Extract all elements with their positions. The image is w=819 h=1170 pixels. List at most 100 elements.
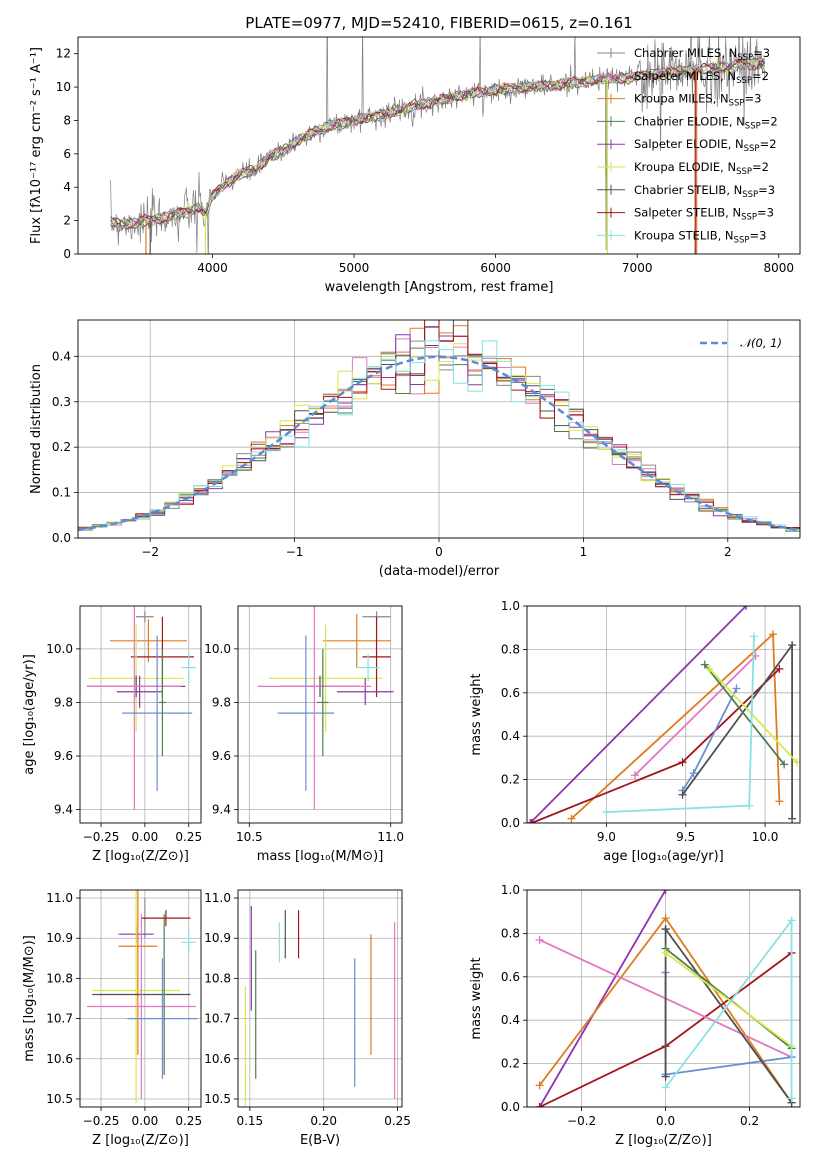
y-tick-label: 0.8: [501, 642, 520, 656]
x-tick-label: 2: [724, 545, 732, 559]
y-axis-label: Normed distribution: [29, 364, 44, 494]
y-tick-label: 0.6: [501, 970, 520, 984]
y-tick-label: 0.2: [501, 773, 520, 787]
legend-label: 𝒩(0, 1): [740, 336, 782, 350]
plot-area: [535, 890, 796, 1107]
mass-weight-marker: [567, 814, 576, 823]
legend-label: Chabrier STELIB, NSSP=3: [634, 183, 775, 200]
mass-weight-marker: [775, 664, 784, 673]
x-tick-label: 0.0: [656, 1114, 675, 1128]
error-point: [181, 930, 196, 955]
y-axis-label: mass [log₁₀(M/M⊙)]: [22, 935, 37, 1062]
y-tick-label: 2: [63, 214, 71, 228]
mass-vs-extinction-panel: 0.15 0.20 0.25 10.5 10.6 10.7 10.8 10.9 11.0 E(B-…: [204, 889, 411, 1148]
error-point: [136, 611, 154, 623]
legend-label-text: Salpeter STELIB, N: [634, 206, 741, 220]
legend-label-text: Kroupa ELODIE, N: [634, 160, 736, 174]
x-axis-label: age [log₁₀(age/yr)]: [603, 849, 724, 864]
x-tick-label: −0.25: [83, 1114, 120, 1128]
mass-weight-marker: [661, 925, 670, 934]
x-axis-label: (data-model)/error: [379, 564, 500, 579]
mass-weight-vs-age-panel: 9.0 9.5 10.0 0.0 0.2 0.4 0.6 0.8 1.0 age [log₁₀(a…: [469, 599, 801, 864]
mass-weight-line: [665, 952, 793, 1047]
y-axis-label: age [log₁₀(age/yr)]: [22, 654, 37, 775]
error-point: [87, 914, 196, 1099]
mass-weight-marker: [678, 790, 687, 799]
mass-weight-marker: [700, 660, 709, 669]
error-point: [317, 648, 329, 757]
y-tick-label: 0: [63, 247, 71, 261]
legend-label-text: Kroupa STELIB, N: [634, 228, 734, 242]
mass-weight-line: [529, 606, 747, 823]
legend-label-count: =3: [744, 92, 761, 106]
y-tick-label: 10: [56, 80, 71, 94]
mass-weight-line: [681, 642, 793, 819]
error-point: [127, 958, 198, 1079]
mass-weight-marker: [527, 819, 536, 823]
legend-label-count: =2: [752, 69, 769, 83]
mass-weight-marker: [661, 914, 670, 923]
normal-reference-curve: [78, 355, 800, 532]
legend-label-text: Chabrier ELODIE, N: [634, 114, 745, 128]
legend-label-subscript: SSP: [741, 213, 757, 223]
error-point: [92, 890, 180, 1103]
mass-weight-marker: [535, 1081, 544, 1090]
legend-label: Salpeter ELODIE, NSSP=2: [634, 137, 777, 154]
legend-label-text: Chabrier STELIB, N: [634, 183, 742, 197]
x-axis-label: E(B-V): [300, 1133, 340, 1148]
legend-label: Chabrier MILES, NSSP=3: [634, 46, 770, 63]
x-tick-label: −0.2: [567, 1114, 596, 1128]
error-point: [122, 635, 193, 791]
legend-label-subscript: SSP: [734, 235, 750, 245]
error-point: [356, 654, 380, 682]
y-tick-label: 10.8: [46, 971, 73, 985]
legend-label-count: =2: [752, 160, 769, 174]
y-tick-label: 9.6: [54, 749, 73, 763]
plot-area: [527, 606, 800, 823]
legend-label-subscript: SSP: [736, 76, 752, 86]
x-tick-label: −1: [286, 545, 304, 559]
x-tick-label: 0.15: [236, 1114, 263, 1128]
legend-label-count: =3: [749, 228, 766, 242]
x-axis-label: Z [log₁₀(Z/Z⊙)]: [92, 849, 189, 864]
mass-weight-line: [570, 632, 781, 820]
mass-weight-marker: [788, 641, 797, 650]
mass-weight-line: [538, 890, 667, 1107]
legend-label-subscript: SSP: [736, 167, 752, 177]
error-point: [269, 624, 383, 732]
legend-label-subscript: SSP: [744, 144, 760, 154]
x-axis-label: Z [log₁₀(Z/Z⊙)]: [92, 1133, 189, 1148]
plot-area: [87, 890, 198, 1103]
y-tick-label: 0.3: [52, 395, 71, 409]
error-point: [257, 606, 371, 810]
axes-frame: [77, 319, 801, 539]
legend-label-subscript: SSP: [745, 121, 761, 131]
x-tick-label: −0.25: [83, 830, 120, 844]
x-tick-label: 0.25: [175, 830, 202, 844]
y-tick-label: 12: [56, 47, 71, 61]
y-tick-label: 10.7: [204, 1012, 231, 1026]
x-tick-label: 0: [435, 545, 443, 559]
legend-label-text: Chabrier MILES, N: [634, 46, 737, 60]
x-tick-label: 0.25: [175, 1114, 202, 1128]
y-tick-label: 0.0: [501, 1100, 520, 1114]
y-tick-label: 0.4: [52, 349, 71, 363]
mass-weight-line: [664, 926, 793, 1104]
y-tick-label: 9.4: [54, 803, 73, 817]
model-spectrum-line: [110, 57, 765, 228]
axes-frame: [79, 889, 202, 1108]
axes-frame: [237, 889, 403, 1108]
y-axis-label: mass weight: [469, 673, 484, 755]
y-tick-label: 0.0: [501, 816, 520, 830]
y-tick-label: 10.6: [46, 1052, 73, 1066]
mass-weight-marker: [661, 948, 670, 957]
x-tick-label: 5000: [339, 261, 370, 275]
y-tick-label: 9.4: [212, 803, 231, 817]
mass-weight-marker: [775, 797, 784, 806]
y-tick-label: 1.0: [501, 883, 520, 897]
error-point: [277, 635, 335, 791]
mass-weight-marker: [769, 630, 778, 639]
error-point: [362, 616, 391, 698]
legend-label-subscript: SSP: [742, 190, 758, 200]
